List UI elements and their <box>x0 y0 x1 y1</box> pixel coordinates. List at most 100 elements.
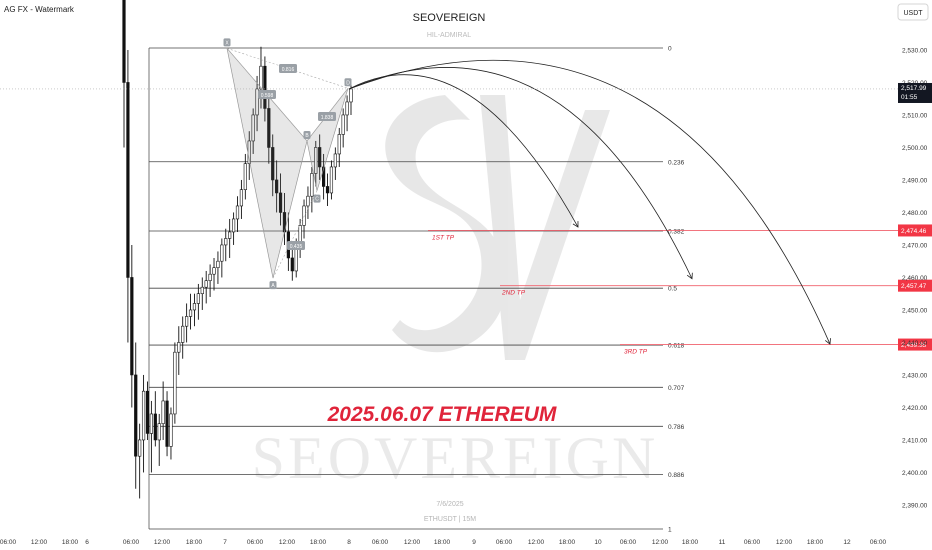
candle-body <box>138 439 142 457</box>
x-tick-label: 06:00 <box>496 539 513 546</box>
projection-arc[interactable] <box>348 60 831 345</box>
fib-level-label: 0.886 <box>668 472 685 479</box>
y-tick-label: 2,420.00 <box>902 405 928 412</box>
candle-body <box>173 351 177 415</box>
candlestick-series <box>122 0 353 499</box>
x-tick-label: 06:00 <box>744 539 761 546</box>
candle <box>145 381 150 440</box>
harmonic-pattern[interactable]: X A B C D 0.816 0.598 1.838 0.435 <box>223 38 352 290</box>
candle <box>220 238 224 278</box>
candle <box>243 153 247 200</box>
candle-body <box>153 413 157 441</box>
pattern-point-badge <box>303 130 311 139</box>
candle-body <box>337 134 341 155</box>
candle-body <box>251 114 255 142</box>
x-tick-label: 06:00 <box>247 539 264 546</box>
candle-body <box>196 293 200 304</box>
candle-body <box>130 277 134 376</box>
x-tick-label: 12:00 <box>154 539 171 546</box>
pattern-point-badge <box>269 281 277 290</box>
candle <box>306 186 310 219</box>
tp-label: 2ND TP <box>501 290 526 297</box>
candle <box>161 381 165 440</box>
price-axis[interactable]: 2,530.002,520.002,510.002,500.002,490.00… <box>902 47 928 509</box>
candle-body <box>141 390 146 441</box>
pattern-ratio-label: 0.598 <box>261 93 274 99</box>
candle-body <box>271 147 275 181</box>
chart-title: SEOVEREIGN <box>413 12 486 24</box>
time-axis[interactable]: 06:00 12:00 18:00 6 06:00 12:00 18:00 7 06:00 12:… <box>0 539 887 546</box>
candle <box>318 134 322 180</box>
candle <box>302 199 306 239</box>
candle <box>208 264 212 297</box>
candle-body <box>318 147 322 168</box>
x-tick-label: 12:00 <box>404 539 421 546</box>
candle <box>204 270 208 304</box>
candle <box>231 212 236 245</box>
candle <box>126 49 130 343</box>
candle-body <box>322 166 326 187</box>
candle-body <box>231 218 236 233</box>
x-tick-label: 18:00 <box>559 539 576 546</box>
fib-level-label: 0.786 <box>668 424 685 431</box>
tp-label: 1ST TP <box>432 234 455 241</box>
candle <box>153 391 157 447</box>
x-tick-label: 12:00 <box>652 539 669 546</box>
candle <box>173 342 177 424</box>
candle <box>169 407 173 460</box>
candle <box>177 326 181 375</box>
pattern-point-label: X <box>225 40 229 46</box>
pattern-ac-line <box>272 190 318 279</box>
pattern-point-badge <box>313 194 321 203</box>
candle-body <box>333 153 337 168</box>
pattern-ratio-badge <box>287 241 305 250</box>
candle <box>181 316 185 359</box>
x-tick-label: 06:00 <box>123 539 140 546</box>
candle-body <box>314 147 318 174</box>
current-price-label: 2,517.99 01:55 <box>898 82 932 103</box>
candle-body <box>228 231 232 239</box>
fibonacci-retracement[interactable]: 0 0.236 0.382 0.5 0.618 0.707 0.786 0.886 1 <box>148 46 685 534</box>
x-tick-label: 6 <box>85 539 89 546</box>
watermark-word: SEOVEREIGN <box>252 425 659 491</box>
candle-body <box>157 423 161 441</box>
candle-body <box>306 195 310 207</box>
candle-body <box>212 267 216 275</box>
pattern-ratio-label: 0.816 <box>282 67 295 73</box>
candle <box>216 251 220 284</box>
x-tick-label: 06:00 <box>372 539 389 546</box>
current-price-value: 2,517.99 <box>901 85 927 92</box>
candle-body <box>239 189 244 207</box>
x-tick-label: 18:00 <box>186 539 203 546</box>
candle-body <box>243 163 247 190</box>
projection-arrows[interactable] <box>0 60 898 345</box>
y-tick-label: 2,510.00 <box>902 112 928 119</box>
arrow-head-icon <box>825 338 831 345</box>
x-tick-label: 7 <box>223 539 227 546</box>
take-profit-lines[interactable]: 1ST TP 2,474.46 2ND TP 2,457.47 3RD TP 2,439.… <box>428 224 932 356</box>
y-tick-label: 2,430.00 <box>902 372 928 379</box>
candle-body <box>169 413 173 447</box>
candle-body <box>165 400 169 447</box>
x-tick-label: 18:00 <box>434 539 451 546</box>
candle <box>122 0 126 148</box>
currency-label: USDT <box>903 10 923 17</box>
candle <box>141 374 146 473</box>
candle <box>130 244 134 408</box>
candle <box>228 218 232 258</box>
candle-body <box>345 101 349 116</box>
y-tick-label: 2,500.00 <box>902 145 928 152</box>
candle-body <box>149 413 153 434</box>
candle-body <box>341 114 345 135</box>
currency-button[interactable]: USDT <box>897 3 929 21</box>
candle <box>322 153 326 200</box>
y-tick-label: 2,440.00 <box>902 340 928 347</box>
fib-level-label: 0.707 <box>668 385 685 392</box>
fib-level-label: 0 <box>668 46 672 53</box>
candle-body <box>181 325 185 343</box>
x-tick-label: 18:00 <box>682 539 699 546</box>
candle <box>200 277 204 310</box>
candle-body <box>255 88 259 116</box>
window-title: AG FX - Watermark <box>4 5 75 14</box>
